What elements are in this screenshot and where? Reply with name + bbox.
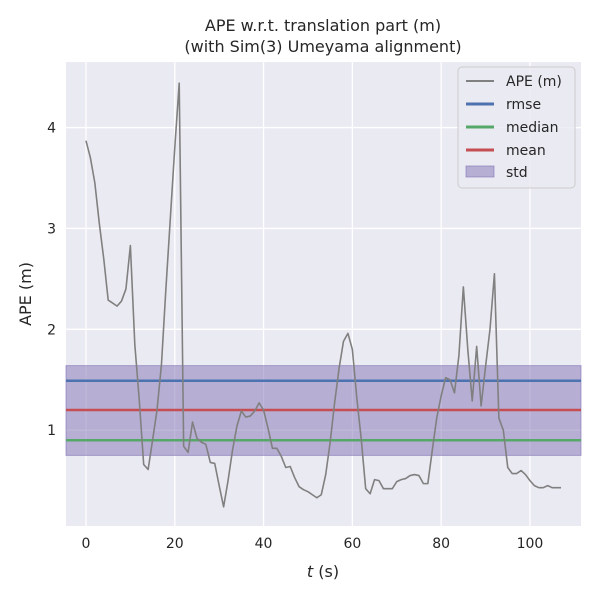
y-tick-label: 3: [47, 221, 56, 237]
y-tick-label: 4: [47, 121, 56, 137]
x-tick-label: 40: [255, 536, 273, 552]
x-tick-label: 20: [166, 536, 184, 552]
chart-title-line1: APE w.r.t. translation part (m): [205, 16, 441, 35]
x-axis-label-var: t: [307, 562, 314, 581]
x-tick-label: 60: [343, 536, 361, 552]
legend-label-ape: APE (m): [506, 74, 562, 90]
legend-label-mean: mean: [506, 143, 546, 159]
y-tick-label: 1: [47, 423, 56, 439]
x-tick-label: 80: [432, 536, 450, 552]
tick-labels: 0 20 40 60 80 100 1 2 3 4: [47, 121, 543, 552]
x-tick-label: 0: [82, 536, 91, 552]
y-axis-label: APE (m): [16, 262, 35, 326]
chart-title-line2: (with Sim(3) Umeyama alignment): [184, 37, 461, 56]
x-tick-label: 100: [517, 536, 544, 552]
legend-label-median: median: [506, 120, 558, 136]
y-tick-label: 2: [47, 322, 56, 338]
legend: APE (m) rmse median mean std: [457, 66, 576, 189]
legend-swatch-std: [465, 165, 495, 178]
legend-label-rmse: rmse: [506, 97, 541, 113]
x-axis-label-unit: (s): [313, 562, 339, 581]
stat-lines: [65, 365, 582, 456]
x-axis-label: t (s): [307, 562, 339, 581]
legend-label-std: std: [506, 165, 528, 181]
legend-box: [457, 66, 576, 189]
ape-line: [85, 82, 562, 508]
ape-series: [85, 82, 562, 508]
